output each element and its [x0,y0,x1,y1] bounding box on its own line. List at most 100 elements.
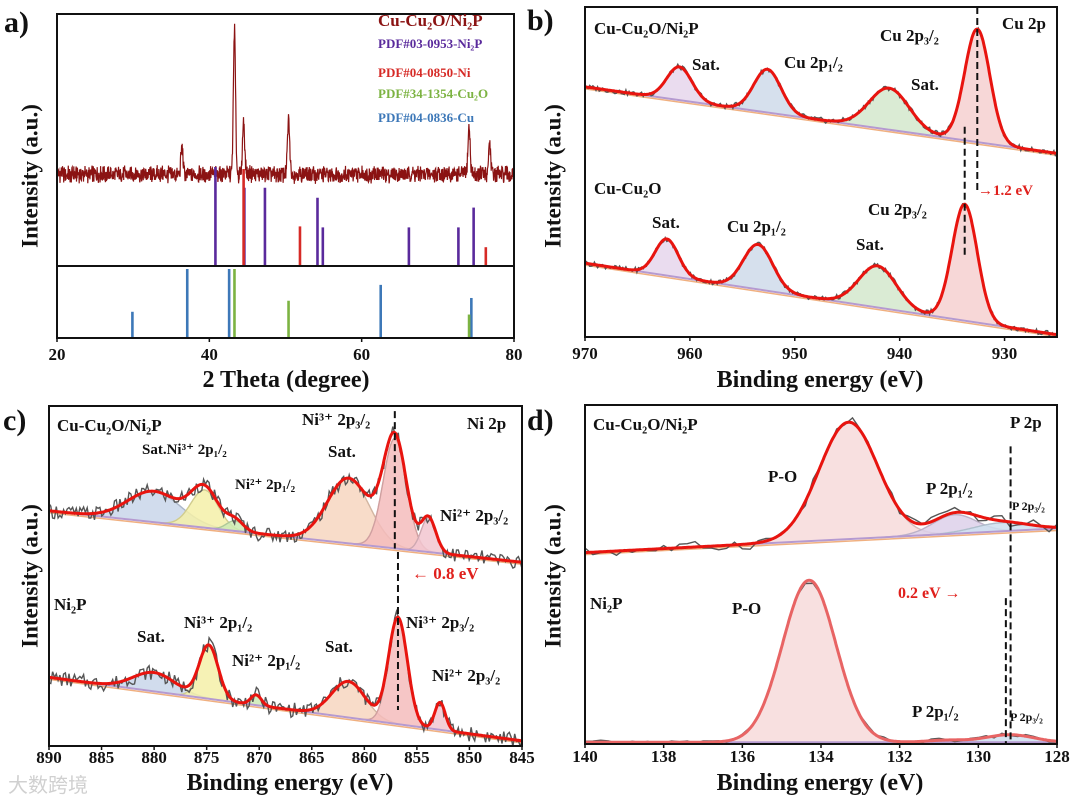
x-tick-label: 930 [991,344,1018,363]
peak-label: Ni³⁺ 2p₃/₂ [406,613,475,632]
spectrum-name: Cu-Cu₂O/Ni₂P [594,19,699,38]
peak-label: Sat. [652,213,680,232]
spectrum-name: Ni₂P [54,595,87,614]
x-tick-label: 960 [677,344,703,363]
peak-label: Sat. [137,627,165,646]
x-tick-label: 128 [1044,747,1070,766]
spectra-group [585,416,1057,744]
plot-frame [48,405,523,747]
x-tick-label: 136 [729,747,756,766]
x-tick-label: 855 [404,748,430,767]
x-axis-label: Binding energy (eV) [186,770,394,796]
x-tick-label: 132 [886,747,913,766]
x-tick-label: 40 [200,345,218,364]
x-tick-label: 865 [299,748,325,767]
y-axis-label: Intensity (a.u.) [540,104,566,248]
peak-label: Ni²⁺ 2p₁/₂ [235,477,296,493]
fitted-envelope [49,430,522,564]
plot-frame [584,6,1058,338]
peak-label: Sat. [911,75,939,94]
x-tick-label: 845 [509,748,535,767]
peak-label: Ni³⁺ 2p₁/₂ [184,613,253,632]
watermark: 大数跨境 [8,773,88,797]
shift-annotation: 0.2 eV → [898,585,961,602]
spectrum-name: Cu-Cu₂O [594,179,662,198]
x-tick-label: 20 [48,345,66,364]
peak-label: P-O [768,467,798,486]
peak-label: Cu 2p₃/₂ [880,26,939,45]
fitted-envelope [585,420,1057,555]
shift-annotation: ← 0.8 eV [412,564,479,583]
panel-title: Cu 2p [1002,14,1046,33]
x-tick-label: 890 [36,748,62,767]
plot-frame [584,404,1058,745]
x-axis-label: 2 Theta (degree) [202,367,370,393]
x-tick-label: 940 [886,344,913,363]
peak-label: Ni²⁺ 2p₁/₂ [232,651,301,670]
x-tick-label: 875 [193,748,220,767]
panel-title: Ni 2p [467,414,507,433]
fitted-component [913,203,1016,329]
x-tick-label: 134 [808,747,834,766]
x-tick-label: 880 [141,748,167,767]
x-axis-label: Binding energy (eV) [716,367,924,393]
legend-ni-ref: PDF#04-0850-Ni [378,65,471,80]
background-line [585,88,1057,157]
shift-annotation: →1.2 eV [978,183,1033,199]
peak-label: Ni²⁺ 2p₃/₂ [432,666,501,685]
plot-frame [56,13,515,339]
peak-label: Sat.Ni³⁺ 2p₁/₂ [142,442,227,458]
spectrum-name: Cu-Cu₂O/Ni₂P [593,415,698,434]
legend-ni2p-ref: PDF#03-0953-Ni₂P [378,36,483,51]
peak-label: P 2p₁/₂ [912,702,959,721]
x-tick-label: 850 [456,748,483,767]
x-tick-label: 860 [351,748,378,767]
panel-label-c: c) [3,404,27,437]
legend-cu2o-ref: PDF#34-1354-Cu₂O [378,86,489,101]
peak-label: Sat. [325,637,353,656]
y-axis-label: Intensity (a.u.) [17,104,43,248]
x-tick-label: 140 [572,747,598,766]
peak-label: P 2p₃/₂ [1012,499,1045,513]
spectrum-name: Cu-Cu₂O/Ni₂P [57,416,162,435]
x-tick-label: 138 [650,747,677,766]
x-tick-label: 130 [965,747,992,766]
fitted-envelope [585,202,1057,337]
peak-label: Ni²⁺ 2p₃/₂ [440,506,509,525]
spectrum-name: Ni₂P [590,594,623,613]
peak-label: Sat. [856,235,884,254]
peak-label: P 2p₁/₂ [926,479,973,498]
peak-label: Ni³⁺ 2p₃/₂ [302,410,371,429]
spectra-group [49,426,522,746]
panel-label-d: d) [527,404,554,437]
x-tick-label: 950 [782,344,808,363]
x-tick-label: 60 [353,345,371,364]
peak-label: Sat. [328,442,356,461]
panel-label-b: b) [527,4,554,37]
x-axis-label: Binding energy (eV) [716,770,924,796]
x-tick-label: 870 [246,748,272,767]
xrd-trace [56,23,515,185]
peak-label: P 2p₃/₂ [1010,710,1043,724]
peak-label: P-O [732,599,762,618]
y-axis-label: Intensity (a.u.) [17,504,43,648]
fitted-envelope [585,578,1057,744]
x-tick-label: 80 [505,345,523,364]
x-tick-label: 970 [572,344,598,363]
peak-label: Cu 2p₁/₂ [784,53,843,72]
peak-label: Sat. [692,55,720,74]
fitted-envelope [49,615,522,743]
peak-label: Cu 2p₃/₂ [868,200,927,219]
legend-cu-ref: PDF#04-0836-Cu [378,110,475,125]
panel-title: P 2p [1010,413,1042,432]
x-tick-label: 885 [88,748,115,767]
background-line [585,529,1057,556]
background-line [49,678,522,744]
background-line [585,264,1057,337]
panel-label-a: a) [4,6,29,39]
peak-label: Cu 2p₁/₂ [727,217,786,236]
legend-sample: Cu-Cu₂O/Ni₂P [378,11,483,30]
y-axis-label: Intensity (a.u.) [540,504,566,648]
raw-data-line [49,426,522,569]
